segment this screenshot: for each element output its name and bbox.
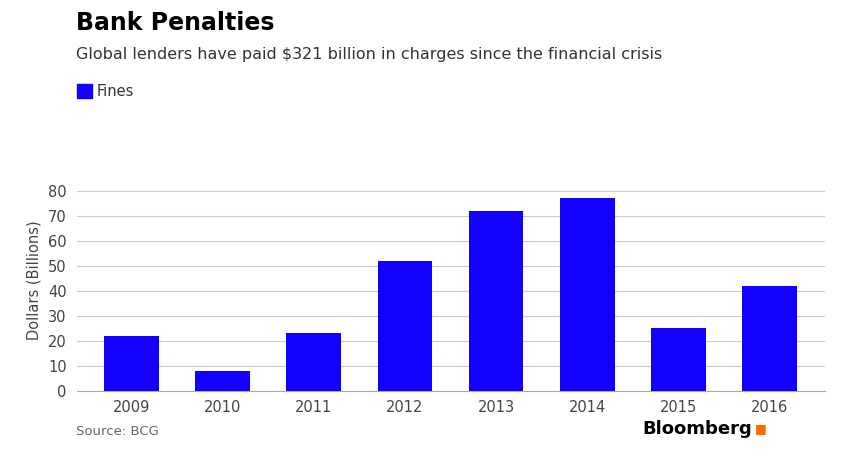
Text: Fines: Fines xyxy=(97,84,134,99)
Y-axis label: Dollars (Billions): Dollars (Billions) xyxy=(26,221,41,340)
Bar xyxy=(560,198,615,391)
Bar xyxy=(742,286,797,391)
Text: Bloomberg: Bloomberg xyxy=(643,420,752,438)
Bar xyxy=(468,211,524,391)
Bar xyxy=(377,260,433,391)
Bar xyxy=(104,336,159,391)
Bar xyxy=(286,333,341,391)
Bar xyxy=(196,370,250,391)
Bar xyxy=(651,328,706,391)
Text: Source: BCG: Source: BCG xyxy=(76,425,159,438)
Text: Global lenders have paid $321 billion in charges since the financial crisis: Global lenders have paid $321 billion in… xyxy=(76,47,663,62)
Text: Bank Penalties: Bank Penalties xyxy=(76,11,275,35)
Text: ■: ■ xyxy=(755,422,767,435)
